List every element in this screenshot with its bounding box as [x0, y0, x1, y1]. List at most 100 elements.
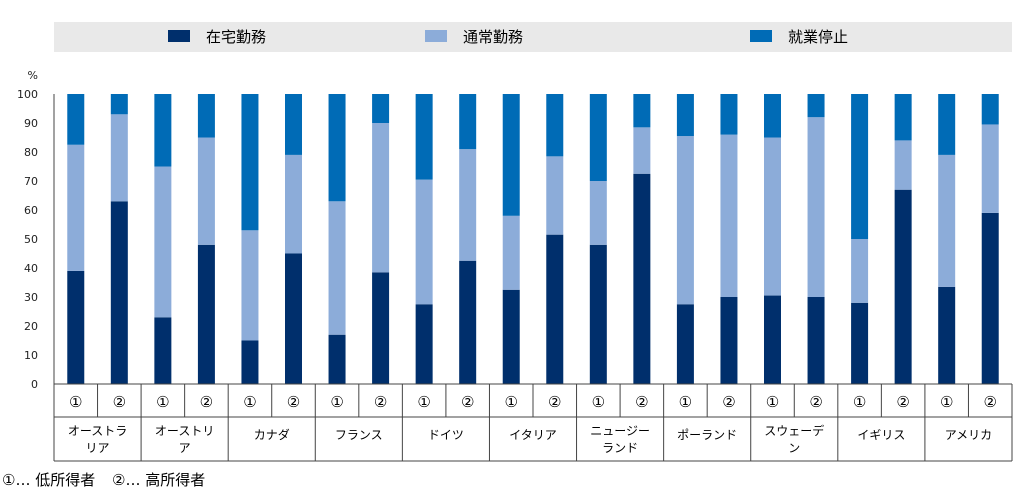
y-tick-label: 70: [24, 175, 38, 188]
bar-segment-2: [720, 134, 738, 297]
bar-segment-3: [851, 94, 869, 239]
bar-segment-2: [764, 137, 781, 296]
bar-segment-1: [807, 297, 825, 384]
bar-segment-2: [110, 114, 128, 202]
bar-segment-3: [546, 94, 564, 157]
income-label: ①: [69, 393, 82, 411]
bar-segment-1: [851, 302, 869, 384]
bar-segment-1: [546, 234, 564, 384]
income-label: ②: [896, 393, 909, 411]
bar-segment-1: [328, 334, 346, 384]
legend-swatch-1: [168, 30, 190, 42]
bar-segment-2: [851, 239, 869, 303]
bar-segment-3: [894, 94, 912, 141]
income-label: ①: [417, 393, 430, 411]
bar-segment-2: [938, 154, 956, 287]
bar-segment-2: [415, 179, 433, 305]
group-label: オーストラ: [68, 424, 127, 438]
bar-segment-2: [981, 124, 999, 213]
income-label: ①: [679, 393, 692, 411]
legend-background: [54, 22, 1012, 52]
bar-segment-1: [720, 297, 738, 384]
bar-segment-1: [459, 260, 477, 384]
bar-segment-1: [197, 244, 215, 384]
income-label: ①: [156, 393, 169, 411]
income-label: ②: [113, 393, 126, 411]
group-label: スウェーデ: [764, 423, 824, 438]
bar-segment-3: [633, 94, 651, 128]
bar-segment-1: [502, 289, 520, 384]
bar-segment-2: [676, 136, 694, 305]
y-axis-unit: %: [28, 69, 38, 82]
bar-segment-3: [154, 94, 172, 167]
footnote-high-income: ②… 高所得者: [112, 471, 206, 489]
group-label: ニュージー: [590, 424, 650, 438]
y-tick-label: 100: [17, 88, 38, 101]
bar-segment-1: [676, 304, 694, 384]
income-label: ②: [984, 393, 997, 411]
bar-segment-3: [502, 94, 520, 216]
bar-segment-3: [415, 94, 433, 180]
bar-segment-2: [589, 181, 607, 245]
bar-segment-3: [764, 94, 781, 138]
group-label: ポーランド: [677, 428, 737, 442]
group-label: ドイツ: [428, 428, 464, 442]
bar-segment-2: [633, 127, 651, 174]
y-tick-label: 10: [24, 349, 38, 362]
group-label: ランド: [602, 441, 638, 455]
income-label: ②: [374, 393, 387, 411]
y-tick-label: 20: [24, 320, 38, 333]
bar-segment-3: [720, 94, 738, 135]
group-label: カナダ: [254, 427, 290, 442]
bar-segment-3: [110, 94, 128, 115]
y-tick-label: 60: [24, 204, 38, 217]
group-label: ン: [788, 441, 800, 455]
footnote: ①… 低所得者 ②… 高所得者: [2, 469, 217, 490]
bar-segment-3: [981, 94, 999, 125]
income-label: ①: [766, 393, 779, 411]
group-label: アメリカ: [945, 428, 992, 442]
bar-segment-2: [546, 156, 564, 235]
bar-segment-2: [372, 123, 390, 273]
bar-segment-3: [241, 94, 259, 231]
bar-segment-1: [589, 244, 607, 384]
y-tick-label: 90: [24, 117, 38, 130]
income-label: ②: [548, 393, 561, 411]
y-tick-label: 30: [24, 291, 38, 304]
bar-segment-1: [285, 253, 302, 384]
group-label: イタリア: [509, 428, 557, 442]
income-label: ①: [330, 393, 343, 411]
legend-swatch-3: [750, 30, 772, 42]
legend-swatch-2: [425, 30, 447, 42]
group-label: フランス: [335, 428, 383, 442]
income-label: ②: [287, 393, 300, 411]
bar-segment-2: [241, 230, 259, 341]
y-tick-label: 0: [31, 378, 38, 391]
bar-segment-3: [938, 94, 956, 155]
y-tick-label: 40: [24, 262, 38, 275]
bar-segment-2: [894, 140, 912, 190]
legend-label-1: 在宅勤務: [206, 28, 266, 46]
bar-segment-3: [589, 94, 607, 181]
group-label: イギリス: [857, 428, 905, 442]
income-label: ②: [200, 393, 213, 411]
income-label: ②: [809, 393, 822, 411]
bar-segment-3: [459, 94, 477, 150]
income-label: ②: [461, 393, 474, 411]
bar-segment-3: [676, 94, 694, 137]
group-label: リア: [86, 441, 110, 455]
bar-segment-1: [981, 212, 999, 384]
bar-segment-3: [285, 94, 302, 155]
group-label: オーストリ: [155, 424, 214, 438]
stacked-bar-chart: 在宅勤務 通常勤務 就業停止% 0 10 20 30 40 50 60 70 80 90 100 ① ② ① ② ①…: [17, 22, 1013, 462]
bar-segment-2: [328, 201, 346, 335]
bar-segment-2: [459, 149, 477, 261]
income-label: ①: [853, 393, 866, 411]
bar-segment-1: [154, 317, 172, 384]
bar-segment-1: [67, 270, 85, 384]
bar-segment-1: [372, 272, 390, 384]
legend-label-2: 通常勤務: [463, 28, 523, 46]
group-label: ア: [179, 441, 191, 455]
bar-segment-3: [67, 94, 85, 145]
bar-segment-3: [197, 94, 215, 138]
